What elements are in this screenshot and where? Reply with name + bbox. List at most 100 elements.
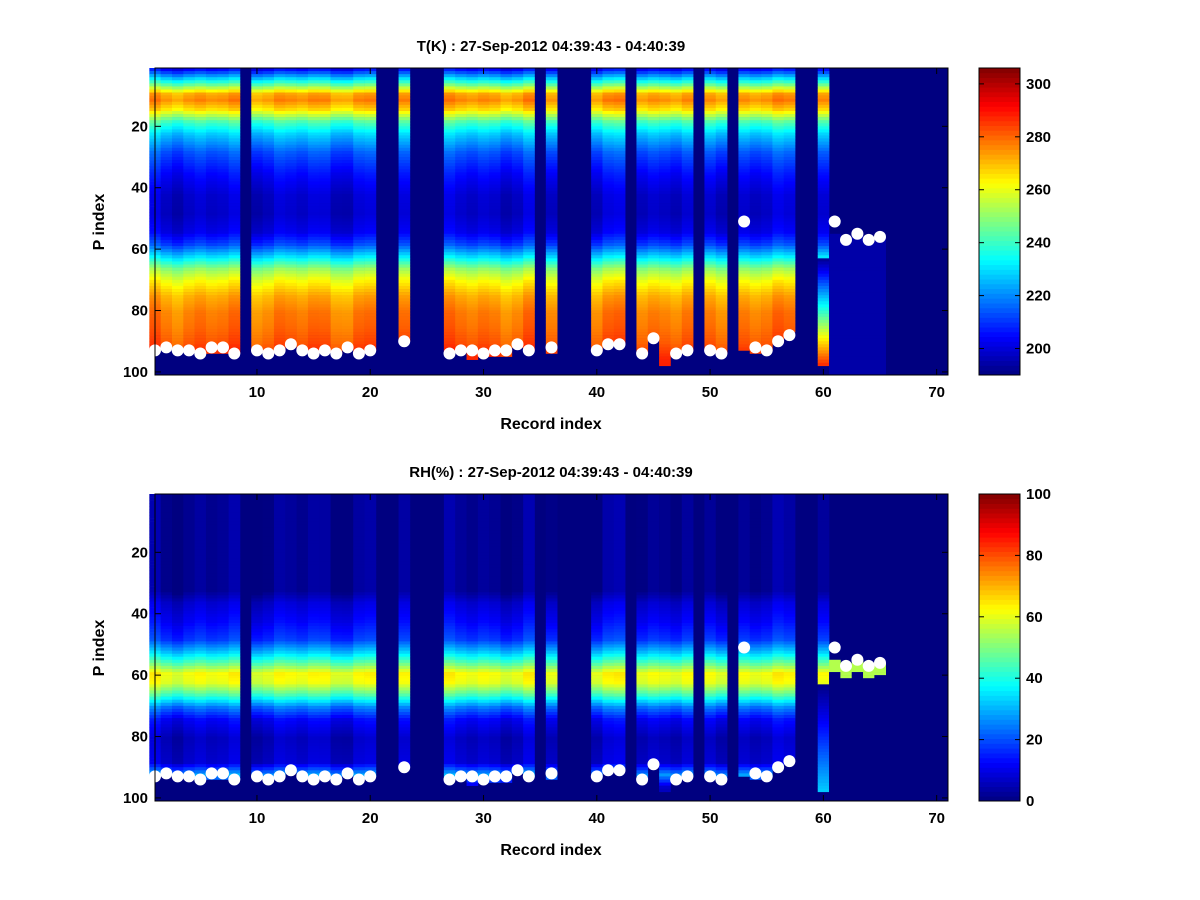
heat-cell xyxy=(171,322,184,327)
heat-cell xyxy=(205,110,218,115)
heat-cell xyxy=(817,319,830,324)
heat-cell xyxy=(670,98,683,103)
heat-cell xyxy=(817,129,830,133)
heat-cell xyxy=(160,221,173,225)
heat-cell xyxy=(477,261,490,265)
heat-cell xyxy=(772,246,785,250)
heat-cell xyxy=(647,289,660,293)
heat-cell xyxy=(466,307,479,311)
heat-cell xyxy=(523,138,535,142)
heat-cell xyxy=(341,270,354,274)
heat-cell xyxy=(523,153,535,158)
heat-cell xyxy=(251,153,263,158)
heat-cell xyxy=(364,190,377,195)
heat-cell xyxy=(636,242,649,247)
heat-cell xyxy=(171,123,184,127)
heat-cell xyxy=(477,273,490,278)
heat-cell xyxy=(761,279,773,284)
heat-cell xyxy=(205,86,218,90)
heat-cell xyxy=(296,163,309,167)
heat-cell xyxy=(523,332,535,336)
heat-cell xyxy=(817,242,830,247)
heat-cell xyxy=(273,80,286,84)
heat-cell xyxy=(783,298,796,302)
heat-cell xyxy=(545,307,558,311)
heat-cell xyxy=(398,157,411,161)
heat-cell xyxy=(636,114,649,118)
heat-cell xyxy=(330,196,343,201)
heat-cell xyxy=(273,246,286,250)
heat-cell xyxy=(613,267,626,271)
heat-cell xyxy=(636,138,649,142)
heat-cell xyxy=(443,80,456,84)
heat-cell xyxy=(455,77,467,81)
heat-cell xyxy=(285,196,297,201)
heat-cell xyxy=(273,68,286,72)
heat-cell xyxy=(613,120,626,124)
heat-cell xyxy=(296,285,309,290)
heat-cell xyxy=(307,289,320,293)
heat-cell xyxy=(681,270,694,274)
heat-cell xyxy=(659,200,671,204)
heat-cell xyxy=(749,126,762,130)
heat-cell xyxy=(398,163,411,167)
heat-cell xyxy=(443,252,456,256)
heat-cell xyxy=(489,328,501,333)
record-column xyxy=(194,68,207,354)
heat-cell xyxy=(863,270,875,274)
heat-cell xyxy=(738,313,751,317)
heat-cell xyxy=(489,187,501,192)
heat-cell xyxy=(183,190,195,195)
heat-cell xyxy=(545,224,558,228)
heat-cell xyxy=(228,282,241,287)
heat-cell xyxy=(319,285,331,290)
heat-cell xyxy=(183,718,195,722)
heat-cell xyxy=(647,292,660,296)
heat-cell xyxy=(205,289,218,293)
heat-cell xyxy=(761,233,773,238)
heat-cell xyxy=(715,307,728,311)
heat-cell xyxy=(307,181,320,185)
record-column xyxy=(817,68,830,367)
heat-cell xyxy=(670,141,683,146)
heat-cell xyxy=(681,126,694,130)
heat-cell xyxy=(636,169,649,173)
heat-cell xyxy=(829,322,841,327)
heat-cell xyxy=(863,282,875,287)
heat-cell xyxy=(681,325,694,330)
heat-cell xyxy=(761,276,773,281)
heat-cell xyxy=(194,546,207,550)
heat-cell xyxy=(511,242,524,247)
heat-cell xyxy=(715,181,728,185)
heat-cell xyxy=(659,301,671,305)
heat-cell xyxy=(183,117,195,121)
heat-cell xyxy=(160,258,173,262)
heat-cell xyxy=(489,227,501,232)
heat-cell xyxy=(817,80,830,84)
heat-cell xyxy=(205,141,218,146)
heat-cell xyxy=(738,227,751,232)
heat-cell xyxy=(681,224,694,228)
heat-cell xyxy=(817,218,830,222)
heat-cell xyxy=(296,193,309,198)
heat-cell xyxy=(296,144,309,149)
heat-cell xyxy=(511,166,524,170)
heat-cell xyxy=(613,209,626,213)
heat-cell xyxy=(171,619,184,624)
heat-cell xyxy=(738,135,751,139)
heat-cell xyxy=(670,298,683,302)
heat-cell xyxy=(171,527,184,532)
heat-cell xyxy=(341,295,354,299)
heat-cell xyxy=(738,83,751,87)
heat-cell xyxy=(330,301,343,305)
heat-cell xyxy=(205,150,218,155)
heat-cell xyxy=(489,150,501,155)
heat-cell xyxy=(262,184,275,189)
heat-cell xyxy=(863,279,875,284)
heat-cell xyxy=(251,338,263,342)
heat-cell xyxy=(477,86,490,90)
heat-cell xyxy=(647,264,660,268)
heat-cell xyxy=(160,761,173,765)
heat-cell xyxy=(353,313,365,317)
heat-cell xyxy=(171,616,184,621)
